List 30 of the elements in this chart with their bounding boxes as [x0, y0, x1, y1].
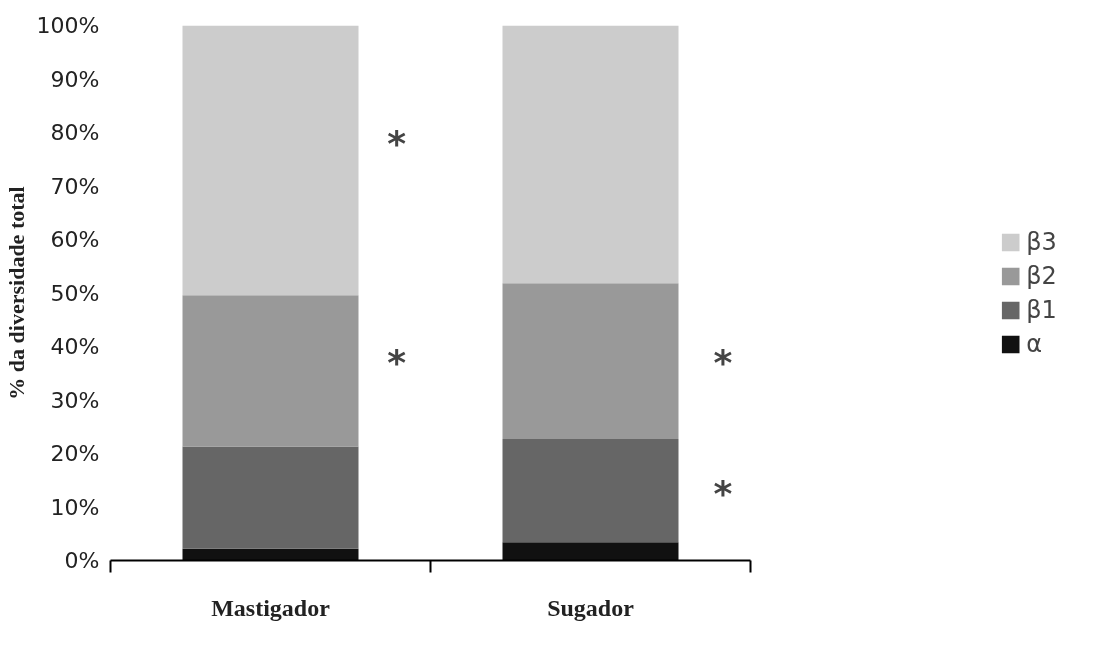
- x-tick-label: Mastigador: [211, 594, 331, 621]
- legend-label: β2: [1026, 261, 1057, 290]
- y-tick-label: 70%: [50, 173, 100, 199]
- y-tick-label: 40%: [50, 334, 100, 359]
- y-tick-label: 100%: [36, 13, 100, 38]
- bar: [182, 295, 359, 447]
- bar: [502, 542, 679, 561]
- bar: [502, 25, 679, 284]
- annotation: *: [387, 122, 407, 164]
- y-tick-label: 90%: [50, 66, 100, 92]
- bar: [182, 446, 359, 549]
- bar: [502, 283, 679, 440]
- legend-label: β3: [1026, 227, 1057, 256]
- y-tick-label: 30%: [50, 387, 100, 413]
- bar: [182, 548, 359, 561]
- legend-label: α: [1026, 329, 1044, 358]
- bar: [502, 439, 679, 543]
- y-tick-label: 20%: [50, 441, 100, 466]
- y-tick-label: 10%: [50, 494, 100, 520]
- y-axis-title: % da diversidade total: [3, 186, 29, 400]
- annotation: *: [713, 473, 733, 515]
- x-tick-label: Sugador: [547, 594, 635, 621]
- legend-label: β1: [1026, 295, 1057, 324]
- bar: [182, 25, 359, 296]
- annotation: *: [387, 342, 407, 384]
- y-tick-label: 50%: [50, 280, 100, 306]
- y-tick-label: 60%: [50, 227, 100, 252]
- y-tick-label: 80%: [50, 120, 100, 145]
- y-tick-label: 0%: [64, 548, 100, 573]
- annotation: *: [713, 342, 733, 384]
